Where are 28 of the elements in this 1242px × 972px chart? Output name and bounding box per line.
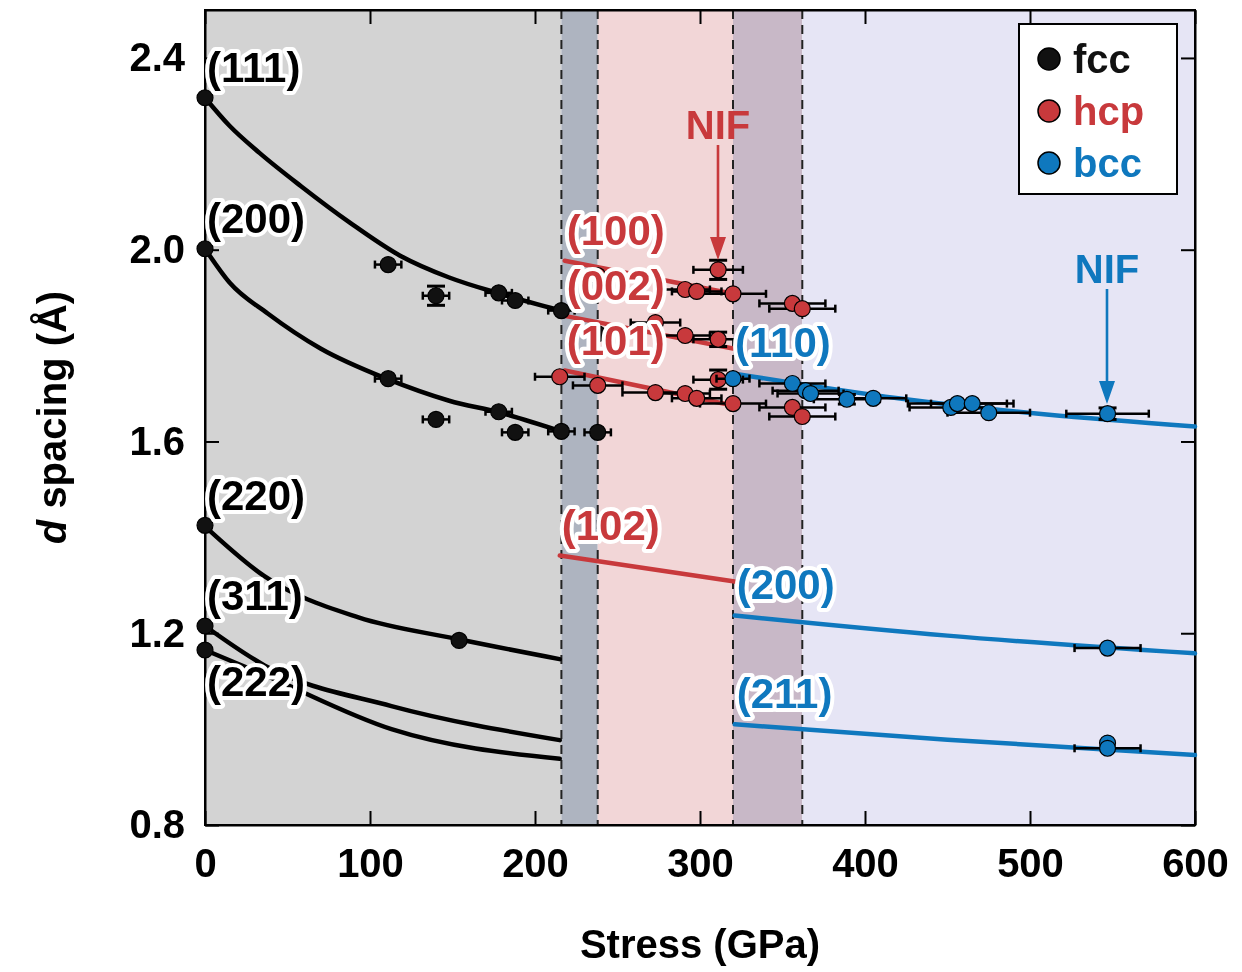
series-label: (111) [207,43,301,91]
series-label: (200) [736,561,835,609]
y-tick-label: 2.0 [129,227,185,272]
legend-label: bcc [1073,141,1142,185]
annotation: NIF [1074,247,1140,291]
x-tick-label: 0 [194,841,217,886]
series-label: (100) [566,206,665,254]
x-tick-label: 600 [1162,841,1229,886]
x-tick-label: 500 [997,841,1064,886]
x-tick-label: 400 [832,841,899,886]
series-label: (220) [207,472,306,520]
y-axis-title: d spacing (Å) [30,290,74,545]
legend-label: hcp [1073,89,1145,133]
series-label: (200) [207,194,306,242]
x-tick-label: 100 [337,841,404,886]
y-tick-label: 0.8 [129,802,185,847]
y-tick-label: 2.4 [129,35,186,80]
y-tick-label: 1.6 [129,418,185,463]
series-label: (211) [736,670,833,718]
y-tick-label: 1.2 [129,610,185,655]
series-label: (110) [735,319,831,367]
annotation: NIF [685,103,751,147]
x-axis-title: Stress (GPa) [579,922,821,966]
x-tick-label: 300 [667,841,734,886]
legend-label: fcc [1073,37,1131,81]
x-tick-label: 200 [502,841,569,886]
series-label: (311) [207,572,303,620]
series-label: (102) [561,501,660,549]
